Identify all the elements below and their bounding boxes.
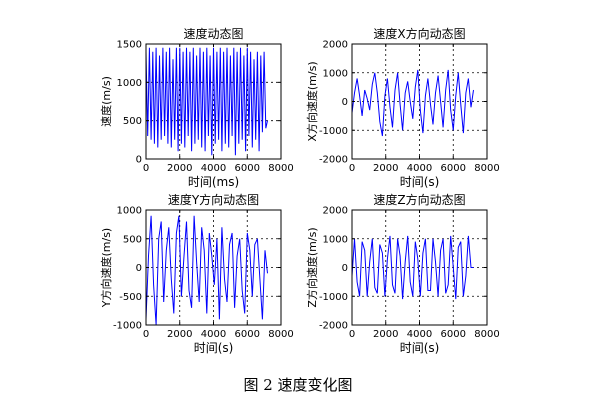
y-tick-label: 1000 [117, 206, 142, 217]
x-axis-label: 时间(ms) [188, 175, 239, 189]
y-tick-label: 500 [123, 234, 142, 245]
x-axis-label: 时间(s) [194, 341, 234, 355]
y-tick-label: -2000 [319, 321, 348, 332]
x-tick-label: 8000 [268, 163, 293, 174]
y-tick-label: -1000 [319, 292, 348, 303]
x-tick-label: 0 [349, 329, 355, 340]
x-tick-label: 2000 [167, 163, 192, 174]
subplot-1: 0 2000 4000 6000 8000 0 500 1000 1500 速度动态图时间(ms)… [99, 26, 294, 189]
y-tick-label: -2000 [319, 155, 348, 166]
subplot-3: 0 2000 4000 6000 8000 -1000 -500 0 500 1000 速度Y方向动… [99, 192, 294, 355]
y-tick-label: 0 [136, 263, 142, 274]
series-line-1 [351, 235, 474, 300]
x-axis-label: 时间(s) [400, 341, 440, 355]
x-tick-label: 6000 [441, 163, 466, 174]
x-tick-label: 8000 [268, 329, 293, 340]
chart-title: 速度Y方向动态图 [168, 192, 259, 207]
x-tick-label: 2000 [373, 163, 398, 174]
y-tick-label: -1000 [319, 126, 348, 137]
x-tick-label: 6000 [235, 329, 260, 340]
x-tick-label: 2000 [167, 329, 192, 340]
figure-caption: 图 2 速度变化图 [243, 376, 353, 394]
x-tick-label: 4000 [407, 329, 432, 340]
y-tick-label: 0 [136, 155, 142, 166]
x-tick-label: 0 [143, 329, 149, 340]
y-tick-label: 2000 [323, 40, 348, 51]
chart-title: 速度动态图 [183, 26, 243, 41]
y-tick-label: 500 [123, 116, 142, 127]
series-line-1 [351, 69, 474, 137]
subplot-2: 0 2000 4000 6000 8000 -2000 -1000 0 1000 2000 速度X方… [305, 26, 500, 189]
y-axis-label: X方向速度(m/s) [305, 61, 319, 141]
y-tick-label: -1000 [113, 321, 142, 332]
y-tick-label: 1000 [323, 68, 348, 79]
y-axis-label: Y方向速度(m/s) [99, 228, 113, 308]
x-axis-label: 时间(s) [400, 175, 440, 189]
chart-title: 速度X方向动态图 [373, 26, 465, 41]
subplot-4: 0 2000 4000 6000 8000 -2000 -1000 0 1000 2000 速度Z方… [305, 192, 500, 355]
x-tick-label: 8000 [474, 329, 499, 340]
x-tick-label: 6000 [441, 329, 466, 340]
x-tick-label: 4000 [201, 163, 226, 174]
series-line-1 [145, 47, 268, 156]
y-tick-label: 1500 [117, 40, 142, 51]
y-tick-label: 0 [342, 263, 348, 274]
y-tick-label: 1000 [323, 234, 348, 245]
y-tick-label: -500 [119, 292, 142, 303]
y-tick-label: 2000 [323, 206, 348, 217]
x-tick-label: 8000 [474, 163, 499, 174]
x-tick-label: 6000 [235, 163, 260, 174]
y-axis-label: Z方向速度(m/s) [305, 227, 319, 307]
y-axis-label: 速度(m/s) [99, 76, 113, 127]
series-line-1 [145, 215, 268, 326]
x-tick-label: 4000 [407, 163, 432, 174]
x-tick-label: 0 [143, 163, 149, 174]
x-tick-label: 4000 [201, 329, 226, 340]
chart-title: 速度Z方向动态图 [373, 192, 465, 207]
x-tick-label: 2000 [373, 329, 398, 340]
y-tick-label: 0 [342, 97, 348, 108]
y-tick-label: 1000 [117, 78, 142, 89]
x-tick-label: 0 [349, 163, 355, 174]
